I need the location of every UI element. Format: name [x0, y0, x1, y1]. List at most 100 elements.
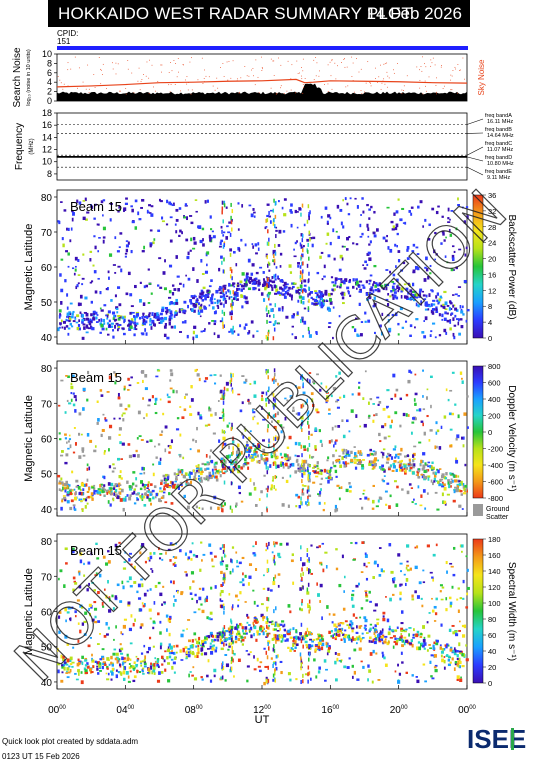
scatter-cell [466, 308, 470, 312]
scatter-cell [312, 236, 316, 240]
scatter-cell [125, 671, 129, 675]
scatter-cell [462, 313, 465, 316]
scatter-cell [190, 571, 195, 575]
scatter-cell [376, 396, 380, 399]
scatter-cell [443, 656, 446, 658]
scatter-cell [434, 258, 437, 261]
scatter-cell [210, 634, 214, 638]
scatter-cell [348, 637, 352, 641]
scatter-cell [106, 333, 110, 336]
scatter-cell [164, 448, 167, 453]
streak-cell [223, 243, 226, 248]
scatter-cell [271, 551, 274, 554]
scatter-cell [311, 302, 314, 305]
scatter-cell [93, 589, 96, 592]
scatter-cell [457, 609, 460, 613]
scatter-cell [67, 227, 70, 231]
scatter-cell [447, 217, 450, 220]
scatter-cell [102, 236, 106, 239]
scatter-cell [328, 473, 331, 476]
scatter-cell [443, 483, 446, 487]
noise-dot [301, 78, 303, 80]
scatter-cell [228, 645, 231, 648]
scatter-cell [83, 483, 86, 487]
streak-cell [266, 319, 268, 324]
scatter-cell [447, 644, 450, 647]
scatter-cell [399, 397, 403, 401]
scatter-cell [445, 472, 448, 476]
scatter-cell [359, 223, 362, 228]
scatter-cell [316, 271, 320, 275]
scatter-cell [380, 635, 384, 640]
scatter-cell [189, 671, 192, 673]
scatter-cell [400, 468, 404, 472]
scatter-cell [370, 453, 374, 456]
scatter-cell [210, 413, 213, 417]
scatter-cell [61, 664, 65, 669]
scatter-cell [169, 379, 172, 382]
scatter-cell [270, 284, 273, 288]
scatter-cell [171, 284, 175, 287]
scatter-cell [271, 287, 274, 291]
scatter-cell [78, 572, 81, 576]
noise-dot [302, 70, 304, 72]
scatter-cell [248, 280, 252, 284]
scatter-cell [141, 315, 144, 320]
scatter-cell [136, 497, 138, 500]
scatter-cell [120, 477, 123, 480]
scatter-cell [408, 642, 412, 645]
scatter-cell [83, 498, 87, 501]
noise-dot [335, 78, 337, 80]
scatter-cell [449, 320, 452, 324]
scatter-cell [460, 325, 464, 329]
scatter-cell [407, 379, 411, 384]
scatter-cell [248, 624, 251, 626]
scatter-cell [65, 562, 68, 565]
scatter-cell [127, 675, 130, 679]
scatter-cell [279, 424, 283, 427]
scatter-cell [174, 311, 177, 315]
scatter-cell [96, 643, 100, 646]
scatter-cell [354, 197, 357, 200]
scatter-cell [141, 250, 145, 253]
scatter-cell [294, 640, 297, 644]
scatter-cell [79, 629, 82, 634]
noise-dot [386, 71, 388, 73]
scatter-cell [85, 483, 88, 487]
scatter-cell [455, 318, 460, 321]
streak-cell [272, 581, 274, 586]
streak-cell [300, 404, 303, 409]
scatter-cell [178, 207, 182, 210]
scatter-cell [152, 669, 156, 673]
scatter-cell [290, 223, 293, 228]
scatter-cell [234, 640, 238, 644]
scatter-cell [102, 555, 106, 559]
streak-cell [299, 242, 302, 247]
scatter-cell [447, 207, 450, 212]
scatter-cell [143, 665, 147, 668]
scatter-cell [116, 457, 121, 461]
scatter-cell [366, 223, 369, 228]
scatter-cell [131, 492, 134, 495]
scatter-cell [334, 678, 338, 682]
scatter-cell [426, 492, 429, 495]
ground-scatter-swatch [473, 504, 483, 516]
noise-dot [341, 62, 342, 63]
scatter-cell [378, 573, 382, 577]
scatter-cell [209, 506, 213, 510]
scatter-cell [265, 549, 268, 552]
scatter-cell [141, 543, 145, 547]
scatter-cell [385, 503, 388, 506]
lat-ytick-label: 80 [41, 364, 53, 375]
scatter-cell [314, 427, 317, 431]
scatter-cell [272, 323, 276, 326]
scatter-cell [349, 485, 352, 489]
scatter-cell [428, 305, 432, 308]
colorbar-tick-label: 12 [488, 286, 496, 295]
scatter-cell [369, 397, 373, 401]
scatter-cell [400, 466, 403, 470]
scatter-cell [97, 672, 100, 675]
scatter-cell [254, 287, 257, 290]
scatter-cell [171, 650, 173, 654]
scatter-cell [436, 468, 439, 471]
